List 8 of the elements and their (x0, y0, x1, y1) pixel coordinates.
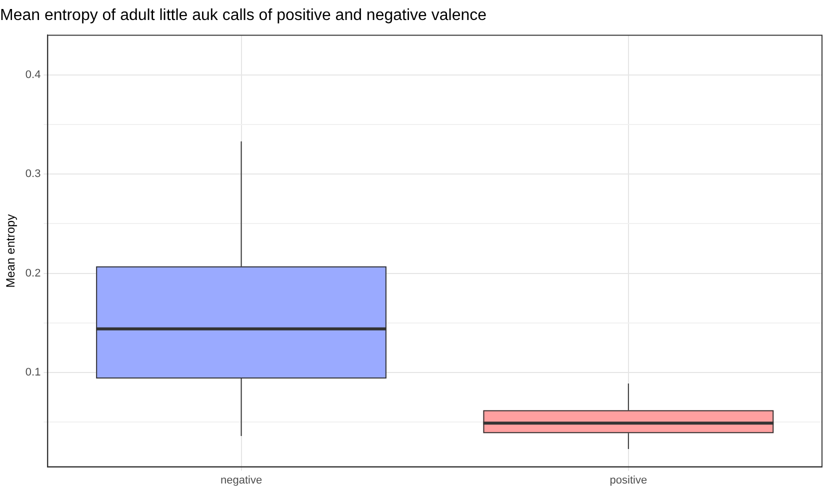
y-tick-label: 0.3 (25, 168, 41, 180)
y-tick-label: 0.4 (25, 68, 41, 81)
y-tick-label: 0.1 (25, 366, 41, 379)
chart-title: Mean entropy of adult little auk calls of positive and negative valence (0, 7, 487, 24)
x-tick-label: positive (610, 474, 648, 486)
y-axis-title: Mean entropy (4, 214, 18, 288)
y-tick-label: 0.2 (25, 267, 41, 280)
x-tick-label: negative (220, 474, 262, 486)
